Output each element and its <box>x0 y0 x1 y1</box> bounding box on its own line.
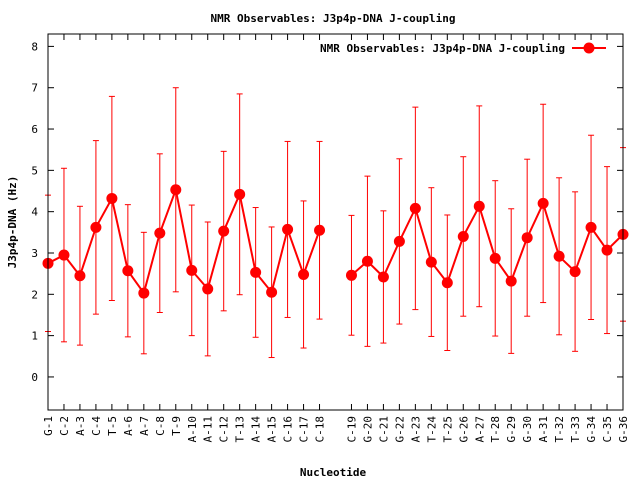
y-axis: 0 1 2 3 4 5 6 7 8 <box>31 40 623 384</box>
x-tick-label: A-14 <box>250 416 263 443</box>
x-tick-label: A-15 <box>266 416 279 443</box>
x-tick-label: A-6 <box>122 416 135 436</box>
data-point <box>601 244 613 256</box>
legend: NMR Observables: J3p4p-DNA J-coupling <box>320 42 606 55</box>
x-tick-label: A-23 <box>409 416 422 443</box>
y-tick-label: 1 <box>31 330 38 343</box>
data-point <box>202 283 214 295</box>
data-point <box>441 277 453 289</box>
data-point <box>218 225 230 237</box>
y-tick-label: 0 <box>31 371 38 384</box>
plot-area <box>42 87 629 359</box>
x-tick-label: T-24 <box>425 416 438 443</box>
x-tick-label: T-9 <box>170 416 183 436</box>
y-axis-label: J3p4p-DNA (Hz) <box>6 176 19 269</box>
data-point <box>170 184 182 196</box>
y-tick-label: 2 <box>31 288 38 301</box>
data-point <box>106 192 118 204</box>
x-tick-label: C-16 <box>282 416 295 443</box>
data-point <box>537 197 549 209</box>
x-tick-label: A-11 <box>202 416 215 443</box>
x-tick-label: C-2 <box>58 416 71 436</box>
legend-label: NMR Observables: J3p4p-DNA J-coupling <box>320 42 565 55</box>
data-point <box>569 266 581 278</box>
data-point <box>393 235 405 247</box>
y-tick-label: 6 <box>31 123 38 136</box>
x-tick-label: G-26 <box>457 416 470 443</box>
x-tick-label: A-27 <box>473 416 486 443</box>
x-tick-label: C-35 <box>601 416 614 443</box>
data-point <box>74 270 86 282</box>
data-point <box>266 286 278 298</box>
data-point <box>361 255 373 267</box>
x-tick-label: T-28 <box>489 416 502 443</box>
series-line <box>350 200 624 285</box>
x-tick-label: T-33 <box>569 416 582 443</box>
data-point <box>58 249 70 261</box>
data-point <box>90 221 102 233</box>
x-tick-label: C-4 <box>90 416 103 436</box>
x-tick-label: T-25 <box>441 416 454 443</box>
data-point <box>457 230 469 242</box>
x-tick-label: G-1 <box>42 416 55 436</box>
x-tick-label: G-22 <box>393 416 406 443</box>
x-tick-label: T-32 <box>553 416 566 443</box>
x-tick-label: A-3 <box>74 416 87 436</box>
data-point <box>314 224 326 236</box>
x-tick-label: G-36 <box>617 416 630 443</box>
x-tick-label: A-31 <box>537 416 550 443</box>
data-point <box>409 202 421 214</box>
x-axis: G-1 C-2 A-3 C-4 T-5 A-6 A-7 C-8 T-9 A-10 A-11 C-12 T… <box>42 34 630 443</box>
x-tick-label: A-7 <box>138 416 151 436</box>
x-axis-label: Nucleotide <box>300 466 367 479</box>
data-point <box>234 188 246 200</box>
legend-marker <box>583 42 595 54</box>
x-tick-label: G-20 <box>361 416 374 443</box>
y-tick-label: 5 <box>31 164 38 177</box>
data-point <box>521 232 533 244</box>
x-tick-label: C-17 <box>298 416 311 443</box>
x-tick-label: C-18 <box>314 416 327 443</box>
x-tick-label: T-5 <box>106 416 119 436</box>
data-point <box>553 250 565 262</box>
data-point <box>473 200 485 212</box>
y-tick-label: 4 <box>31 206 38 219</box>
x-tick-label: T-13 <box>234 416 247 443</box>
chart-title: NMR Observables: J3p4p-DNA J-coupling <box>210 12 455 25</box>
y-tick-label: 8 <box>31 40 38 53</box>
data-point <box>138 287 150 299</box>
x-tick-label: G-34 <box>585 416 598 443</box>
x-tick-label: C-19 <box>345 416 358 443</box>
x-tick-label: G-30 <box>521 416 534 443</box>
data-point <box>282 223 294 235</box>
data-point <box>250 266 262 278</box>
data-point <box>377 271 389 283</box>
y-tick-label: 7 <box>31 82 38 95</box>
data-point <box>154 227 166 239</box>
data-point <box>505 275 517 287</box>
data-point <box>298 268 310 280</box>
plot-border <box>47 33 624 411</box>
x-tick-label: C-21 <box>377 416 390 443</box>
x-tick-label: A-10 <box>186 416 199 443</box>
x-tick-label: G-29 <box>505 416 518 443</box>
data-point <box>345 269 357 281</box>
data-point <box>122 265 134 277</box>
x-tick-label: C-12 <box>218 416 231 443</box>
y-tick-label: 3 <box>31 247 38 260</box>
data-point <box>186 264 198 276</box>
series-line <box>47 186 321 296</box>
x-tick-label: C-8 <box>154 416 167 436</box>
data-point <box>425 256 437 268</box>
data-point <box>585 221 597 233</box>
data-point <box>489 252 501 264</box>
